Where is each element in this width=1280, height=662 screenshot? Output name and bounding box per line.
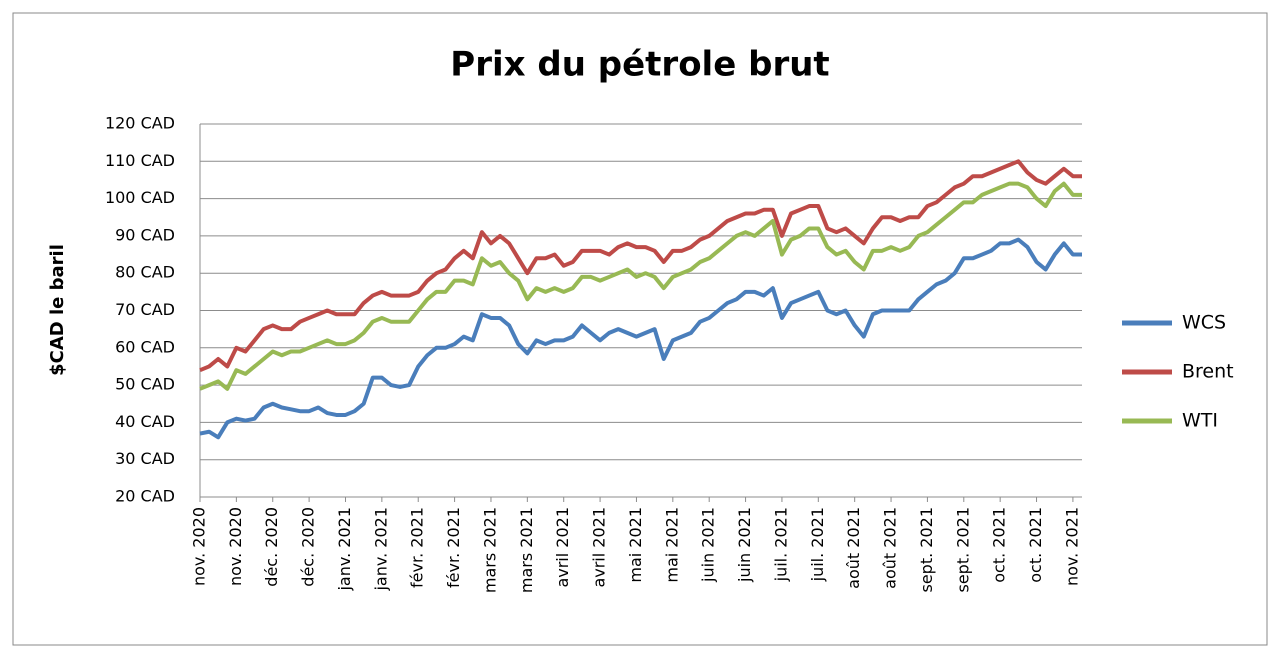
y-tick-label: 120 CAD [105, 114, 175, 133]
x-tick-label: janv. 2021 [371, 507, 390, 592]
x-tick-label: juin 2021 [735, 507, 754, 583]
series-line [199, 181, 1082, 391]
x-tick-label: avril 2021 [553, 507, 572, 588]
y-tick-label: 70 CAD [115, 300, 175, 319]
x-tick-label: janv. 2021 [335, 507, 354, 592]
chart-title: Prix du pétrole brut [450, 45, 829, 85]
chart-border [12, 12, 1268, 646]
x-tick-label: sept. 2021 [917, 507, 936, 593]
y-tick-label: 90 CAD [115, 225, 175, 244]
x-tick-label: mars 2021 [480, 507, 499, 593]
y-tick-label: 60 CAD [115, 337, 175, 356]
x-tick-label: mai 2021 [626, 507, 645, 583]
x-tick-label: juin 2021 [699, 507, 718, 583]
y-tick-label: 30 CAD [115, 449, 175, 468]
x-tick-label: oct. 2021 [1026, 507, 1045, 583]
series-line [199, 159, 1082, 373]
x-tick-label: déc. 2020 [299, 507, 318, 587]
x-tick-label: oct. 2021 [990, 507, 1009, 583]
x-tick-label: juil. 2021 [808, 507, 827, 582]
x-tick-label: nov. 2020 [226, 507, 245, 586]
x-tick-label: juil. 2021 [771, 507, 790, 582]
x-tick-label: août 2021 [844, 507, 863, 589]
legend-label: Brent [1182, 361, 1234, 383]
y-tick-label: 50 CAD [115, 375, 175, 394]
y-tick-label: 80 CAD [115, 263, 175, 282]
x-tick-label: mai 2021 [662, 507, 681, 583]
legend-label: WCS [1182, 312, 1226, 334]
x-tick-label: nov. 2021 [1062, 507, 1081, 586]
x-tick-label: mars 2021 [517, 507, 536, 593]
y-tick-label: 100 CAD [105, 188, 175, 207]
x-tick-label: sept. 2021 [953, 507, 972, 593]
series-line [199, 237, 1082, 440]
x-tick-label: nov. 2020 [190, 507, 209, 586]
legend-label: WTI [1182, 410, 1218, 432]
x-tick-label: août 2021 [881, 507, 900, 589]
y-tick-label: 110 CAD [105, 151, 175, 170]
x-tick-label: févr. 2021 [444, 507, 463, 588]
x-tick-label: avril 2021 [590, 507, 609, 588]
y-tick-label: 20 CAD [115, 487, 175, 506]
x-tick-label: déc. 2020 [262, 507, 281, 587]
x-tick-label: févr. 2021 [408, 507, 427, 588]
y-tick-label: 40 CAD [115, 412, 175, 431]
y-axis-title: $CAD le baril [47, 244, 68, 376]
